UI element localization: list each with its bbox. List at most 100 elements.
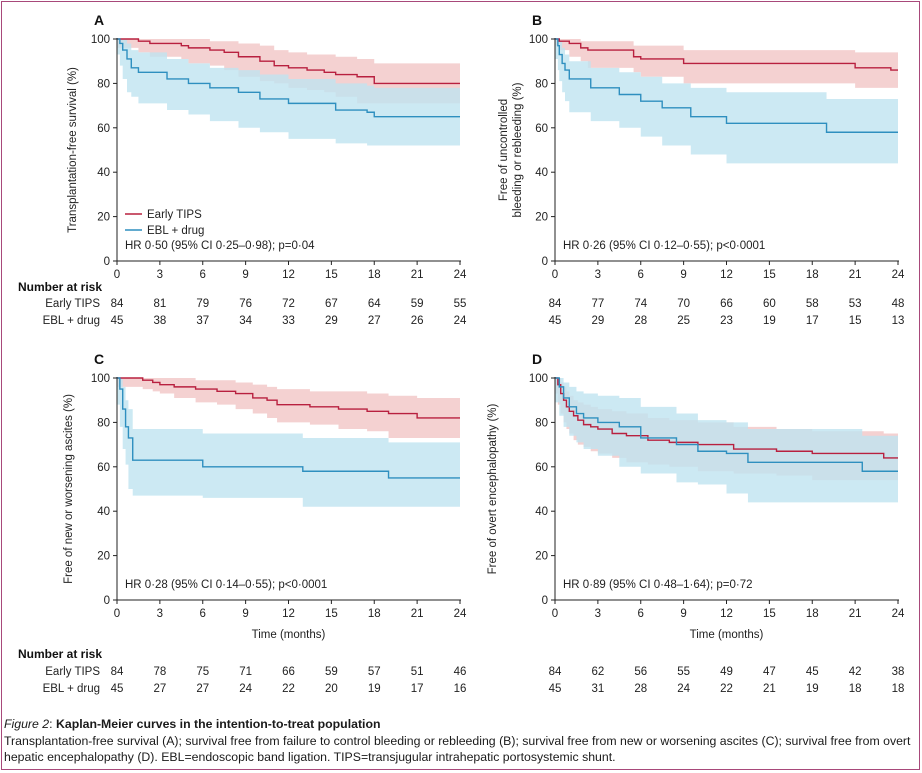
panel-a-risk-ebl-drug-t0: 45 [111,315,124,327]
panel-a-xtick-label-12: 12 [282,269,295,281]
panel-b-xtick-label-0: 0 [552,269,558,281]
panel-c-risk-header: Number at risk [18,647,102,661]
panel-c-ytick-label-40: 40 [97,506,110,518]
panel-d-xtick-label-0: 0 [552,608,558,620]
panel-c-risk-ebl-drug-t24: 16 [454,683,467,695]
panel-a-risk-early-tips-t3: 81 [153,298,166,310]
panel-c-xlabel: Time (months) [252,629,326,641]
panel-c-risk-ebl-drug-t21: 17 [411,683,424,695]
panel-d-risk-early-tips-t0: 84 [549,666,562,678]
panel-c-xtick-label-0: 0 [114,608,120,620]
panel-c-risk-early-tips-t24: 46 [454,666,467,678]
panel-c-risk-early-tips-t21: 51 [411,666,424,678]
caption-title: Kaplan-Meier curves in the intention-to-… [55,717,381,731]
panel-a-risk-early-tips-t21: 59 [411,298,424,310]
panel-c-risk-ebl-drug-t0: 45 [111,683,124,695]
panel-c-risk-label-early-tips: Early TIPS [45,666,100,678]
panel-d-risk-ebl-drug-t21: 18 [849,683,862,695]
panel-a-xtick-label-0: 0 [114,269,120,281]
panel-a-curve-ebl-drug [117,38,460,118]
panel-d-ylabel: Free of overt encephalopathy (%) [487,403,499,574]
panel-c-xtick-label-18: 18 [368,608,381,620]
panel-a-risk-early-tips-t15: 67 [325,298,338,310]
panel-a-ytick-label-80: 80 [97,78,110,90]
panel-d-risk-ebl-drug-t6: 28 [634,683,647,695]
panel-a-risk-early-tips-t0: 84 [111,298,124,310]
panel-a-xtick-label-6: 6 [200,269,206,281]
panel-c-risk-early-tips-t12: 66 [282,666,295,678]
panel-a-risk-early-tips-t18: 64 [368,298,381,310]
panel-b-hr-text: HR 0·26 (95% CI 0·12–0·55); p<0·0001 [563,240,765,252]
panel-a-xtick-label-24: 24 [454,269,467,281]
caption-label: Figure 2 [4,717,50,731]
panel-d-risk-early-tips-t18: 45 [806,666,819,678]
panel-d-ytick-label-80: 80 [535,417,548,429]
panel-b-letter: B [532,12,542,28]
panel-b-risk-ebl-drug-t12: 23 [720,315,733,327]
panel-c-risk-early-tips-t6: 75 [196,666,209,678]
panel-d-ytick-label-100: 100 [529,373,548,385]
panel-a-risk-header: Number at risk [18,280,102,294]
panel-c-xtick-label-15: 15 [325,608,338,620]
panel-d-hr-text: HR 0·89 (95% CI 0·48–1·64); p=0·72 [563,579,753,591]
panel-d-risk-early-tips-t9: 55 [677,666,690,678]
panel-d-xtick-label-24: 24 [892,608,905,620]
panel-b-risk-ebl-drug-t3: 29 [591,315,604,327]
figure-caption: Figure 2: Kaplan-Meier curves in the int… [4,716,916,766]
panel-d-xtick-label-12: 12 [720,608,733,620]
panel-d-risk-early-tips-t12: 49 [720,666,733,678]
panel-c-risk-ebl-drug-t6: 27 [196,683,209,695]
panel-c-risk-ebl-drug-t15: 20 [325,683,338,695]
panel-b-xtick-label-24: 24 [892,269,905,281]
panel-d-band-ebl-drug [555,378,898,503]
panel-d-risk-ebl-drug-t3: 31 [591,683,604,695]
panel-b-risk-early-tips-t18: 58 [806,298,819,310]
panel-c-risk-early-tips-t3: 78 [153,666,166,678]
panel-b-risk-ebl-drug-t21: 15 [849,315,862,327]
panel-d-risk-ebl-drug-t9: 24 [677,683,690,695]
panel-d-ytick-label-40: 40 [535,506,548,518]
panel-c-hr-text: HR 0·28 (95% CI 0·14–0·55); p<0·0001 [125,579,327,591]
panel-b-xtick-label-21: 21 [849,269,862,281]
panel-a-xtick-label-3: 3 [157,269,163,281]
panel-c-curve-ebl-drug [117,377,460,479]
panel-b-risk-early-tips-t3: 77 [591,298,604,310]
panel-a-legend-early-label: Early TIPS [147,209,202,221]
panel-b-risk-ebl-drug-t24: 13 [892,315,905,327]
panel-a-risk-ebl-drug-t21: 26 [411,315,424,327]
panel-d-xtick-label-6: 6 [638,608,644,620]
panel-a-risk-ebl-drug-t9: 34 [239,315,252,327]
panel-b-xtick-label-18: 18 [806,269,819,281]
panel-a-hr-text: HR 0·50 (95% CI 0·25–0·98); p=0·04 [125,240,315,252]
panel-d-curve-ebl-drug [555,377,898,472]
panel-a-xtick-label-9: 9 [242,269,248,281]
panel-d-risk-early-tips-t21: 42 [849,666,862,678]
panel-c-letter: C [94,351,104,367]
panel-b-ylabel-line1: Free of uncontrolled [498,99,510,201]
panel-c-xtick-label-24: 24 [454,608,467,620]
panel-d-ytick-label-0: 0 [542,595,548,607]
panel-c-band-ebl-drug [117,378,460,507]
panel-b-xtick-label-3: 3 [595,269,601,281]
panel-c-risk-early-tips-t0: 84 [111,666,124,678]
panel-d-risk-early-tips-t24: 38 [892,666,905,678]
panel-c-risk-early-tips-t15: 59 [325,666,338,678]
panel-a-risk-early-tips-t6: 79 [196,298,209,310]
panel-b-risk-ebl-drug-t15: 19 [763,315,776,327]
panel-a-xtick-label-21: 21 [411,269,424,281]
panel-c-curve-early-tips [117,377,460,419]
panel-a-risk-label-ebl-drug: EBL + drug [43,315,100,327]
panel-d-risk-early-tips-t15: 47 [763,666,776,678]
panel-b-risk-ebl-drug-t0: 45 [549,315,562,327]
panel-c-ytick-label-60: 60 [97,462,110,474]
panel-a-ytick-label-20: 20 [97,212,110,224]
panel-b-curve-early-tips [555,38,898,71]
panel-b-risk-early-tips-t0: 84 [549,298,562,310]
panel-b-ytick-label-40: 40 [535,167,548,179]
panel-a-risk-ebl-drug-t18: 27 [368,315,381,327]
panel-b-curve-ebl-drug [555,38,898,133]
panel-a-risk-early-tips-t24: 55 [454,298,467,310]
